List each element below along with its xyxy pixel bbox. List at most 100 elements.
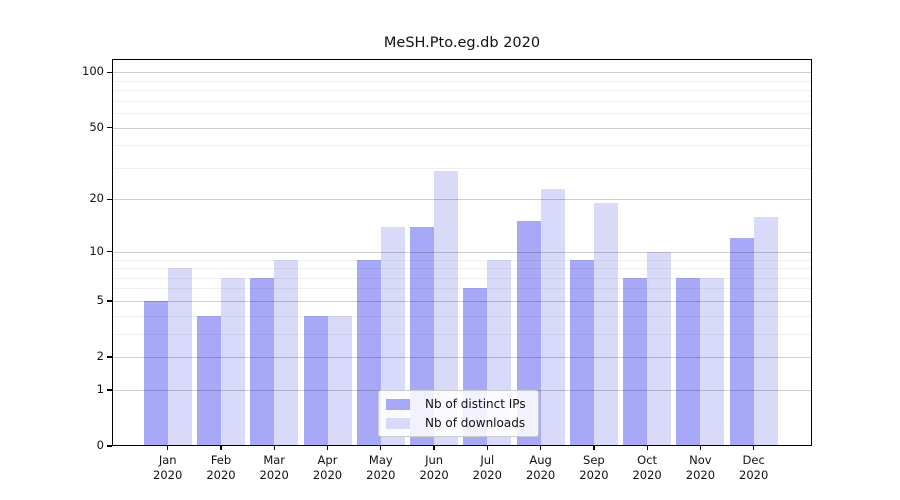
x-tick-label-line: Oct [637,453,658,467]
y-tick-mark [107,251,112,253]
x-tick-label: Oct 2020 [615,453,679,483]
x-tick-mark [540,446,542,450]
x-tick-label-line: 2020 [419,468,449,482]
y-tick-mark [107,389,112,391]
x-tick-label-line: 2020 [525,468,556,482]
bar-ips-Nov-2020 [676,277,701,446]
x-tick-mark [699,446,702,450]
x-tick-label: Jan 2020 [136,453,200,483]
legend-label-distinct-ips: Nb of distinct IPs [425,397,526,411]
axis-spine-r [810,59,812,446]
x-tick-label-line: Apr [317,453,338,467]
x-tick-label-line: Dec [742,453,765,467]
bar-downloads-Mar-2020 [274,259,299,446]
x-tick-label-line: 2020 [739,468,769,482]
gridline-major [112,127,812,129]
legend-label-downloads: Nb of downloads [425,416,526,430]
gridline-major [112,199,812,201]
x-tick-mark [380,446,382,450]
chart-title: MeSH.Pto.eg.db 2020 [383,35,541,51]
bar-downloads-Apr-2020 [327,315,352,446]
x-tick-label-line: 2020 [312,468,343,482]
gridline-major [112,251,812,253]
x-tick-label: Sep 2020 [562,453,626,483]
axis-spine-l [112,59,114,446]
legend-item-downloads: Nb of downloads [386,416,526,430]
x-tick-label: Mar 2020 [242,453,306,483]
x-tick-label-line: Nov [689,453,712,467]
x-tick-label-line: Aug [529,453,552,467]
bar-ips-Feb-2020 [196,315,221,446]
gridline-minor [112,145,812,147]
legend-swatch-downloads [386,417,410,429]
gridline-minor [112,80,812,82]
x-tick-label-line: Jan [158,453,177,467]
bar-ips-Dec-2020 [729,238,754,446]
x-tick-label: Feb 2020 [189,453,253,483]
bar-downloads-Feb-2020 [220,277,245,446]
bar-ips-Jan-2020 [143,300,168,446]
x-tick-mark [753,446,755,450]
gridline-minor [112,90,812,91]
x-tick-label-line: Feb [210,453,232,467]
gridline-major [112,72,812,74]
bar-downloads-Aug-2020 [540,188,565,446]
x-tick-mark [220,446,222,450]
x-tick-label-line: 2020 [632,468,662,482]
x-tick-label-line: 2020 [366,468,396,482]
y-tick-label: 100 [82,64,104,79]
bar-downloads-Jan-2020 [167,268,192,446]
x-tick-mark [273,446,275,450]
gridline-minor [112,100,812,102]
x-tick-label-line: 2020 [259,468,289,482]
gridline-minor [112,113,812,114]
x-tick-label: Apr 2020 [296,453,360,483]
x-tick-mark [433,446,435,450]
x-tick-label: Jun 2020 [402,453,466,483]
axis-spine-b [112,444,812,446]
y-tick-label: 0 [96,438,104,452]
y-tick-label: 5 [96,292,104,307]
x-tick-label-line: Jun [425,453,444,467]
y-tick-label: 20 [89,191,104,206]
y-tick-label: 10 [89,243,104,258]
x-tick-mark [167,446,169,450]
axis-spine-t [112,59,812,61]
x-tick-label: Nov 2020 [668,453,732,483]
x-tick-mark [486,446,488,450]
x-tick-label-line: 2020 [579,468,609,482]
x-tick-label: May 2020 [349,453,413,483]
x-tick-label-line: 2020 [472,468,502,482]
x-tick-label-line: 2020 [206,468,236,482]
bar-downloads-Nov-2020 [700,277,725,446]
plot-area: Nb of distinct IPs Nb of downloads 0 1 2 5 1… [82,59,812,482]
bar-downloads-Oct-2020 [647,251,672,446]
y-tick-mark [107,445,112,447]
legend: Nb of distinct IPs Nb of downloads [378,390,539,437]
x-tick-label-line: May [368,453,393,467]
x-tick-mark [593,446,595,450]
gridline-minor [112,167,812,169]
x-tick-mark [646,446,648,450]
bar-downloads-Sep-2020 [593,203,618,446]
x-tick-label: Dec 2020 [722,453,786,483]
x-tick-label-line: Sep [583,453,605,467]
y-tick-mark [107,300,112,302]
x-tick-label-line: 2020 [685,468,716,482]
legend-item-distinct-ips: Nb of distinct IPs [386,397,526,411]
bar-ips-Sep-2020 [569,259,594,446]
bar-ips-May-2020 [356,259,381,446]
x-tick-label: Aug 2020 [509,453,573,483]
y-tick-mark [107,198,112,201]
x-tick-label-line: 2020 [153,468,183,482]
x-tick-label: Jul 2020 [455,453,519,483]
y-tick-mark [107,126,112,129]
gridline-minor [112,268,812,269]
bar-ips-Oct-2020 [623,277,648,446]
gridline-minor [112,259,812,261]
legend-swatch-distinct-ips [386,398,410,410]
bar-downloads-Dec-2020 [753,216,778,446]
x-tick-label-line: Jul [480,453,495,467]
y-tick-label: 2 [96,349,104,363]
